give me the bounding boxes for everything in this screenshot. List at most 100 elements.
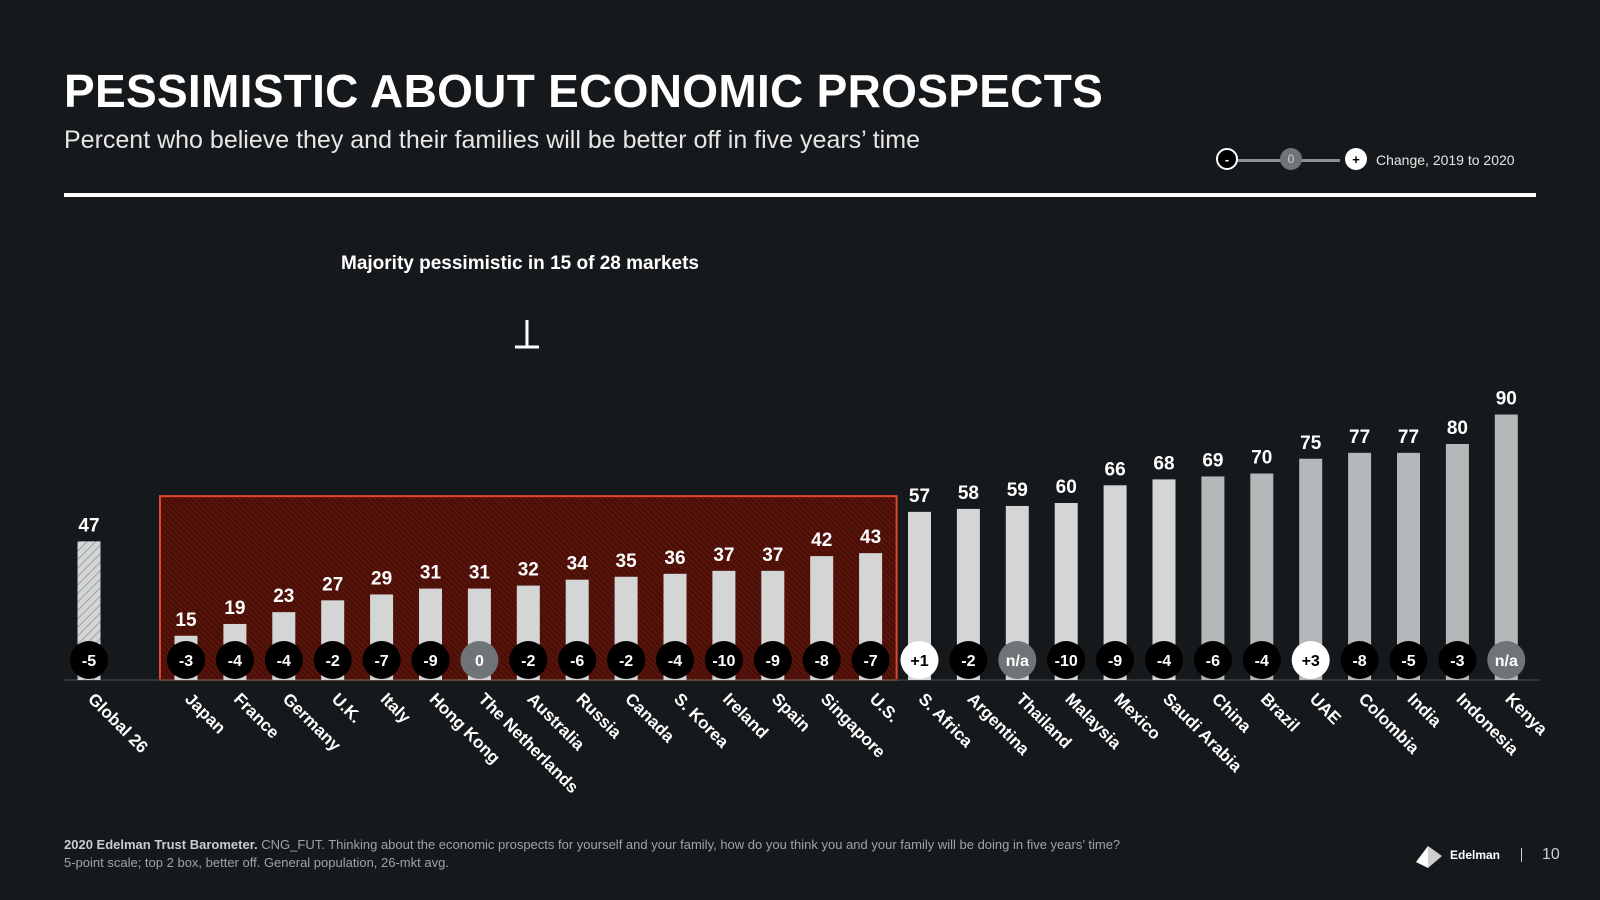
majority-annotation: Majority pessimistic in 15 of 28 markets: [341, 253, 699, 274]
change-badge: [753, 641, 792, 679]
value-label: 69: [1202, 450, 1223, 471]
bar-indonesia: [1445, 444, 1469, 680]
page-title: PESSIMISTIC ABOUT ECONOMIC PROSPECTS: [64, 65, 1104, 117]
change-badge: [656, 641, 694, 679]
change-label: n/a: [1495, 653, 1518, 670]
change-label: -8: [815, 653, 829, 670]
bar-colombia: [1348, 452, 1372, 680]
change-badge: [460, 641, 499, 679]
bar-s-africa: [908, 511, 931, 680]
change-label: n/a: [1006, 653, 1029, 670]
bar-china: [1201, 476, 1225, 680]
change-badge: [851, 641, 890, 679]
value-label: 27: [322, 574, 343, 595]
change-badge: [1096, 641, 1135, 679]
value-label: 36: [664, 548, 685, 569]
value-label: 80: [1447, 418, 1468, 439]
value-label: 29: [371, 568, 392, 589]
change-label: -4: [1255, 653, 1269, 670]
change-badge: [1340, 641, 1379, 679]
value-label: 34: [567, 554, 589, 575]
value-label: 43: [860, 527, 881, 548]
change-label: -2: [521, 653, 535, 670]
bar-mexico: [1103, 485, 1127, 680]
change-label: -7: [374, 653, 388, 670]
category-label: Italy: [377, 689, 415, 727]
value-label: 23: [273, 586, 294, 607]
category-label: U.S.: [866, 689, 903, 726]
bar-malaysia: [1054, 503, 1078, 680]
change-label: -3: [179, 653, 193, 670]
category-label: U.K.: [328, 689, 365, 726]
legend-negative-dot: -: [1216, 148, 1238, 170]
category-label: Global 26: [84, 689, 152, 757]
change-badge: [607, 641, 646, 679]
value-label: 58: [958, 483, 979, 504]
change-badge: [1389, 641, 1428, 679]
value-label: 37: [762, 545, 783, 566]
value-label: 19: [224, 598, 245, 619]
source-title: 2020 Edelman Trust Barometer.: [64, 837, 258, 852]
change-label: -2: [619, 653, 633, 670]
brand-name: Edelman: [1450, 848, 1501, 862]
bar-uae: [1299, 458, 1323, 680]
change-label: -6: [570, 653, 584, 670]
page-number: 10: [1542, 846, 1560, 863]
bar-india: [1397, 452, 1420, 680]
change-badge: [998, 641, 1037, 679]
change-badge: [1242, 641, 1281, 679]
change-label: -9: [766, 653, 780, 670]
value-label: 31: [420, 563, 442, 584]
value-label: 15: [175, 610, 197, 631]
change-badge: [509, 641, 548, 679]
change-badge: [215, 641, 254, 679]
category-label: India: [1404, 689, 1446, 731]
change-badge: [1193, 641, 1232, 679]
value-label: 70: [1251, 448, 1272, 469]
bar-argentina: [956, 508, 980, 680]
change-label: -5: [82, 653, 96, 670]
page-subtitle: Percent who believe they and their famil…: [64, 126, 920, 154]
value-label: 32: [518, 560, 539, 581]
value-label: 37: [713, 545, 734, 566]
change-badge: [313, 641, 352, 679]
value-label: 77: [1398, 427, 1419, 448]
edelman-logo: Edelman: [1414, 842, 1500, 868]
bracket-icon: [515, 320, 539, 349]
value-label: 68: [1153, 453, 1174, 474]
category-label: Brazil: [1257, 689, 1303, 735]
bar-saudi-arabia: [1152, 479, 1176, 680]
legend-positive-dot: +: [1345, 148, 1367, 170]
category-label: China: [1208, 689, 1255, 736]
footer-separator: [1521, 848, 1522, 862]
category-label: Spain: [768, 689, 814, 735]
value-label: 47: [78, 515, 99, 536]
change-label: -4: [668, 653, 682, 670]
change-badge: [167, 641, 205, 679]
value-label: 42: [811, 530, 832, 551]
change-label: -8: [1352, 653, 1366, 670]
value-label: 31: [469, 563, 491, 584]
change-label: +1: [910, 653, 928, 670]
change-badge: [1291, 641, 1330, 679]
category-label: Japan: [181, 689, 229, 737]
bar-kenya: [1494, 414, 1518, 680]
category-label: Canada: [621, 689, 678, 746]
change-badge: [1438, 641, 1477, 679]
value-label: 77: [1349, 427, 1370, 448]
value-label: 66: [1105, 459, 1126, 480]
change-badge: [949, 641, 988, 679]
change-badge: [900, 641, 939, 679]
change-label: -10: [1055, 653, 1078, 670]
change-badge: [1047, 641, 1086, 679]
change-badge: [362, 641, 401, 679]
change-label: -4: [1157, 653, 1171, 670]
change-label: -3: [1450, 653, 1464, 670]
change-badge: [264, 641, 303, 679]
value-label: 90: [1496, 389, 1517, 410]
change-label: -6: [1206, 653, 1220, 670]
value-label: 60: [1056, 477, 1077, 498]
bar-brazil: [1250, 473, 1274, 680]
source-question: CNG_FUT. Thinking about the economic pro…: [257, 837, 1121, 852]
change-label: -5: [1401, 653, 1415, 670]
